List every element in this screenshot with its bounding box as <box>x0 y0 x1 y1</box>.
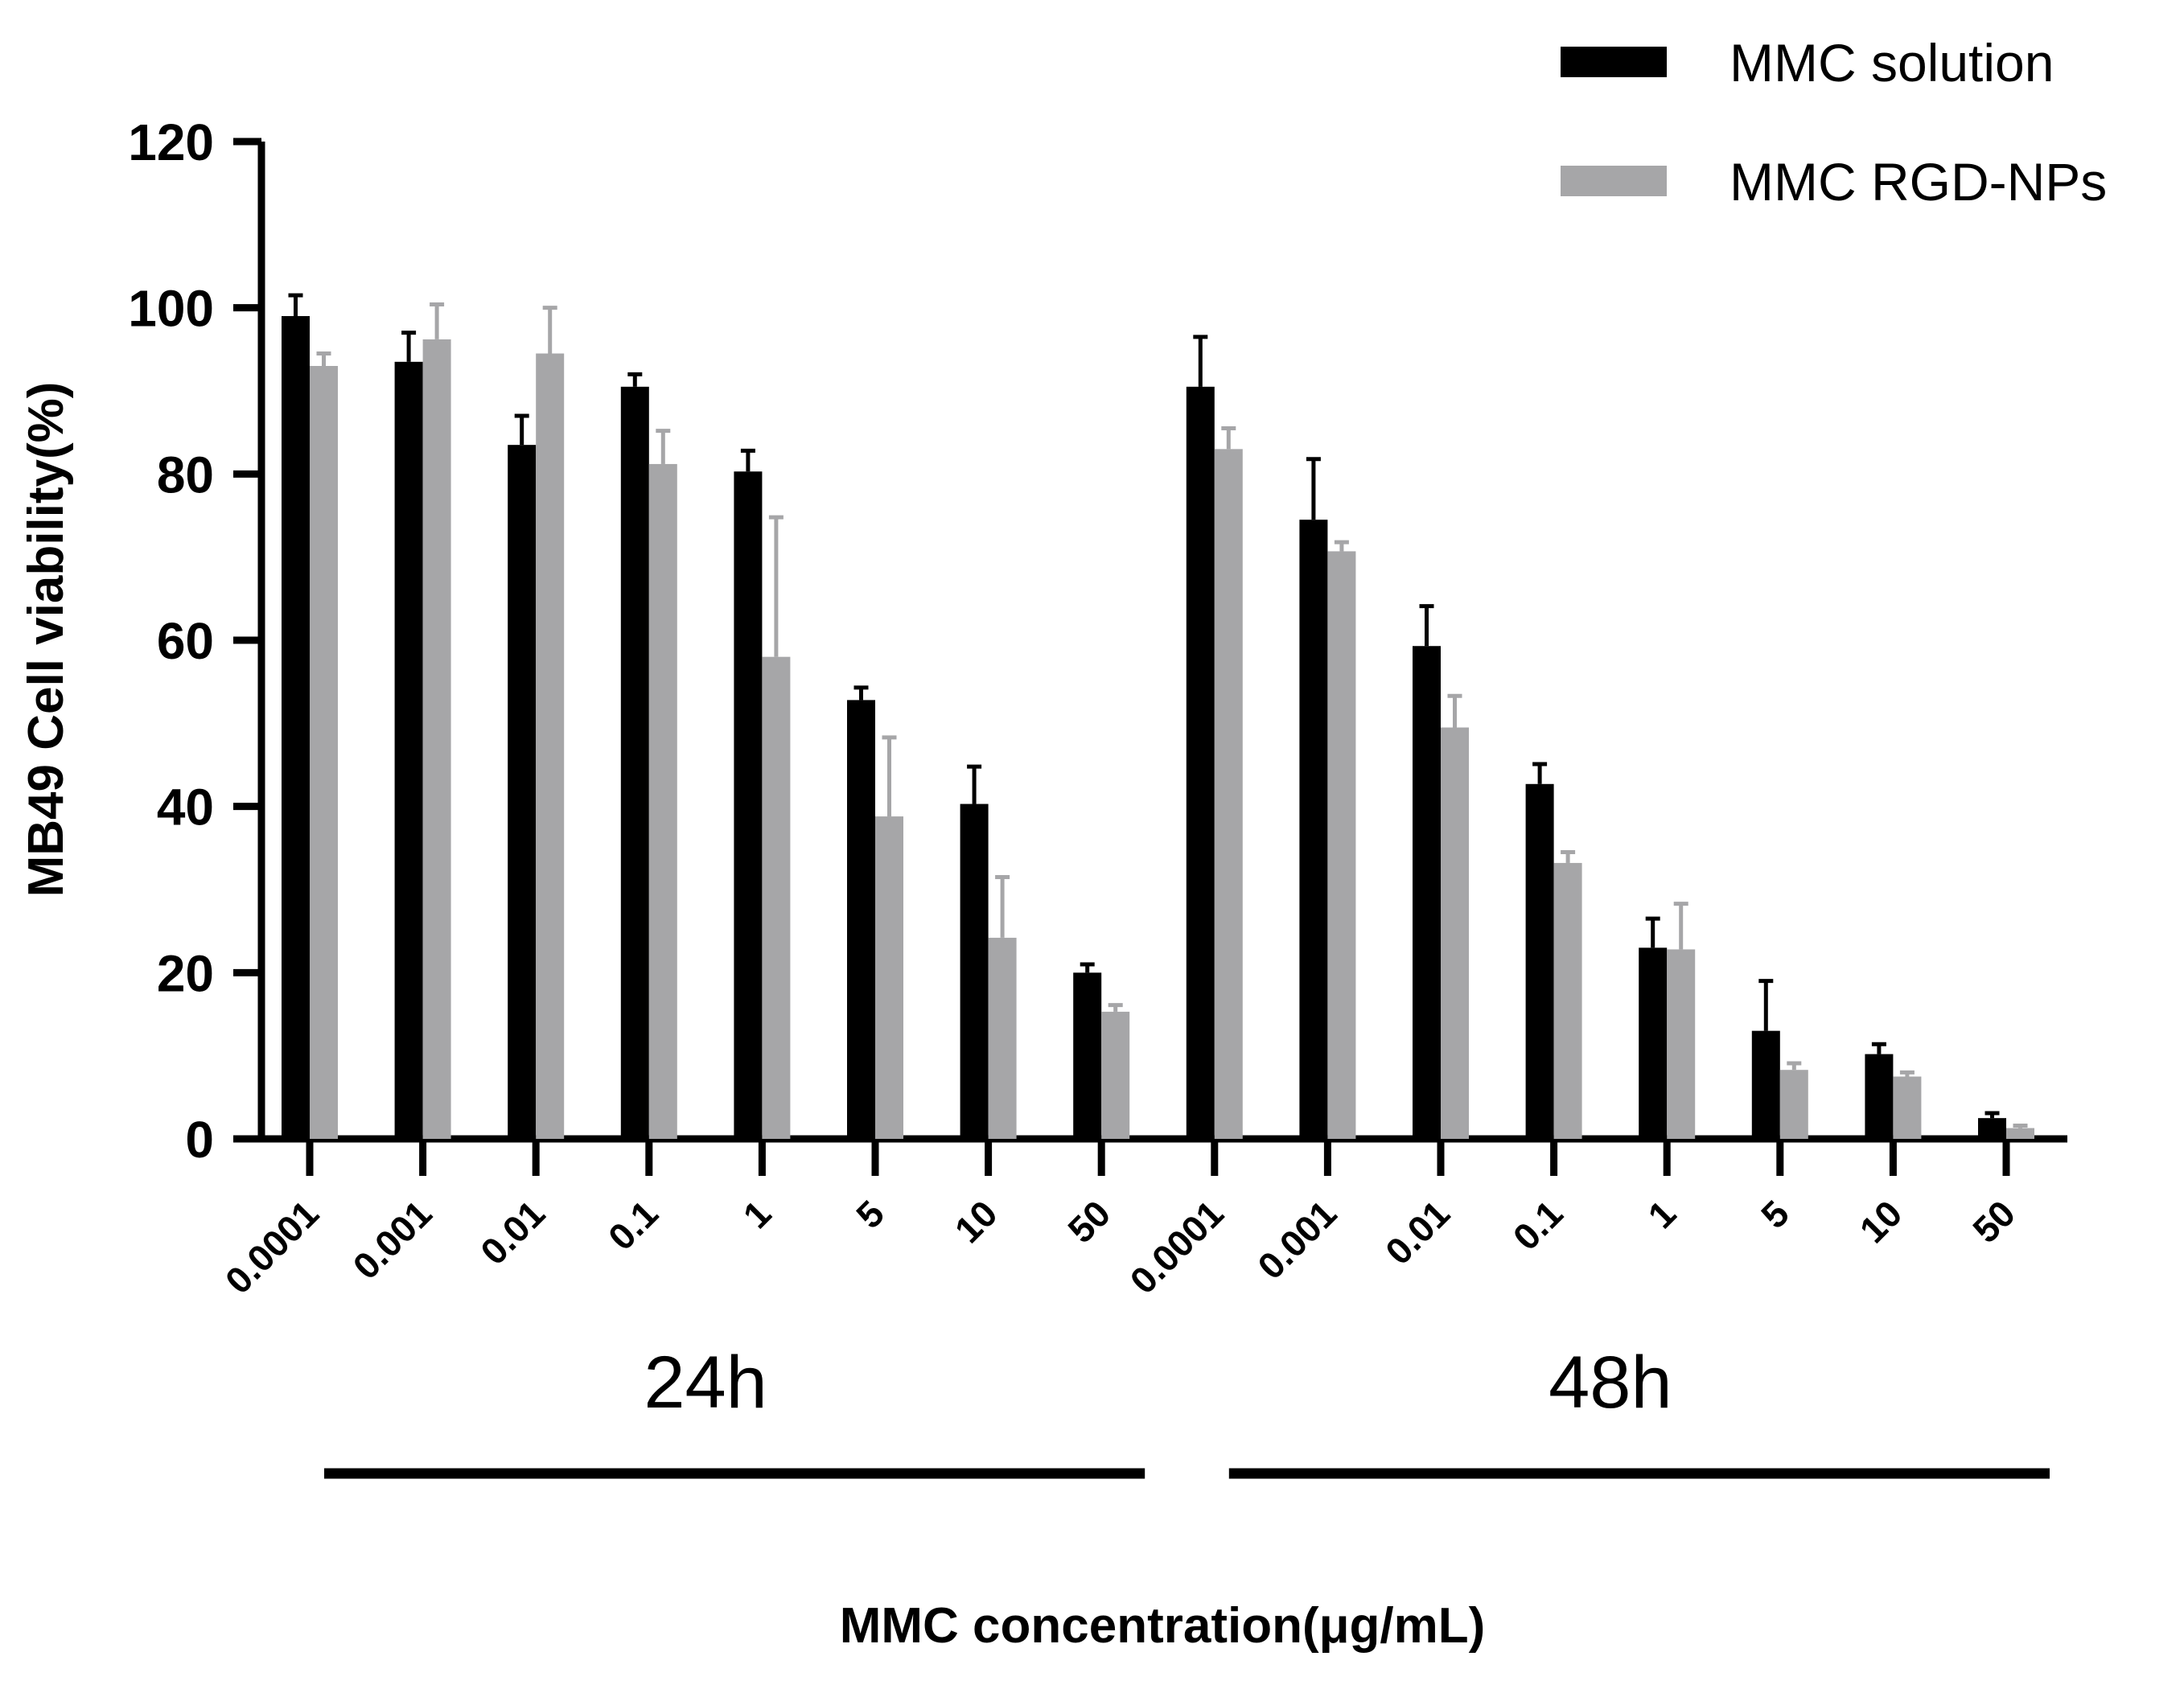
bar-solution-10 <box>1413 646 1441 1139</box>
x-tick-label-6: 10 <box>947 1192 1006 1251</box>
bar-rgd-nps-2 <box>536 353 565 1139</box>
bar-solution-14 <box>1865 1054 1894 1139</box>
y-tick-label-40: 40 <box>157 779 214 836</box>
bar-solution-13 <box>1751 1030 1780 1139</box>
y-tick-label-100: 100 <box>128 280 214 338</box>
x-axis-label: MMC concentration(μg/mL) <box>840 1598 1486 1654</box>
bar-rgd-nps-11 <box>1553 862 1582 1139</box>
x-tick-label-9: 0.001 <box>1249 1192 1344 1287</box>
bar-solution-8 <box>1186 386 1215 1139</box>
x-tick-label-12: 1 <box>1639 1192 1684 1236</box>
bar-solution-9 <box>1299 520 1328 1139</box>
bar-rgd-nps-14 <box>1893 1076 1922 1139</box>
bar-rgd-nps-8 <box>1214 449 1243 1139</box>
y-tick-label-120: 120 <box>128 113 214 171</box>
x-tick-label-1: 0.001 <box>344 1192 439 1287</box>
bar-solution-12 <box>1639 947 1668 1139</box>
bar-solution-2 <box>508 445 537 1139</box>
bar-rgd-nps-15 <box>2006 1128 2034 1139</box>
bar-solution-0 <box>282 316 310 1139</box>
group-label-48h: 48h <box>1549 1342 1672 1424</box>
y-tick-label-80: 80 <box>157 446 214 503</box>
bar-rgd-nps-3 <box>648 463 677 1139</box>
y-tick-label-60: 60 <box>157 612 214 670</box>
bar-solution-3 <box>620 386 649 1139</box>
x-tick-label-5: 5 <box>848 1192 892 1236</box>
x-tick-label-14: 10 <box>1852 1192 1910 1251</box>
bar-rgd-nps-7 <box>1101 1011 1130 1139</box>
legend-swatch-mmc-rgd-nps <box>1561 166 1667 196</box>
bar-rgd-nps-0 <box>310 366 338 1139</box>
bar-solution-6 <box>960 803 989 1139</box>
bar-solution-1 <box>394 361 423 1139</box>
legend-label-mmc-rgd-nps: MMC RGD-NPs <box>1730 152 2107 212</box>
x-tick-label-0: 0.0001 <box>217 1192 327 1301</box>
x-tick-label-15: 50 <box>1964 1192 2023 1251</box>
bar-rgd-nps-1 <box>422 339 451 1139</box>
legend: MMC solution MMC RGD-NPs <box>1561 33 2107 212</box>
bar-rgd-nps-12 <box>1667 949 1696 1139</box>
x-tick-label-7: 50 <box>1059 1192 1118 1251</box>
bar-rgd-nps-13 <box>1779 1070 1808 1139</box>
x-tick-label-4: 1 <box>735 1192 779 1236</box>
y-tick-label-20: 20 <box>157 944 214 1002</box>
x-tick-label-10: 0.01 <box>1377 1192 1458 1272</box>
x-tick-label-2: 0.01 <box>472 1192 553 1272</box>
x-tick-label-3: 0.1 <box>600 1192 666 1258</box>
bar-rgd-nps-6 <box>988 937 1017 1139</box>
bar-solution-7 <box>1073 972 1102 1139</box>
legend-swatch-mmc-solution <box>1561 47 1667 77</box>
bar-rgd-nps-5 <box>875 816 903 1139</box>
y-axis-label: MB49 Cell viability(%) <box>19 382 74 898</box>
bar-rgd-nps-10 <box>1441 727 1469 1139</box>
bar-rgd-nps-9 <box>1327 551 1356 1139</box>
legend-label-mmc-solution: MMC solution <box>1730 33 2054 92</box>
x-tick-label-13: 5 <box>1753 1192 1797 1236</box>
bar-solution-5 <box>847 700 875 1139</box>
x-tick-label-11: 0.1 <box>1505 1192 1571 1258</box>
bar-solution-4 <box>734 471 763 1139</box>
y-tick-label-0: 0 <box>185 1111 214 1169</box>
bar-solution-15 <box>1978 1118 2006 1139</box>
x-tick-label-8: 0.0001 <box>1122 1192 1232 1301</box>
bar-rgd-nps-4 <box>762 656 791 1139</box>
group-label-24h: 24h <box>644 1342 767 1424</box>
bar-solution-11 <box>1525 783 1554 1139</box>
